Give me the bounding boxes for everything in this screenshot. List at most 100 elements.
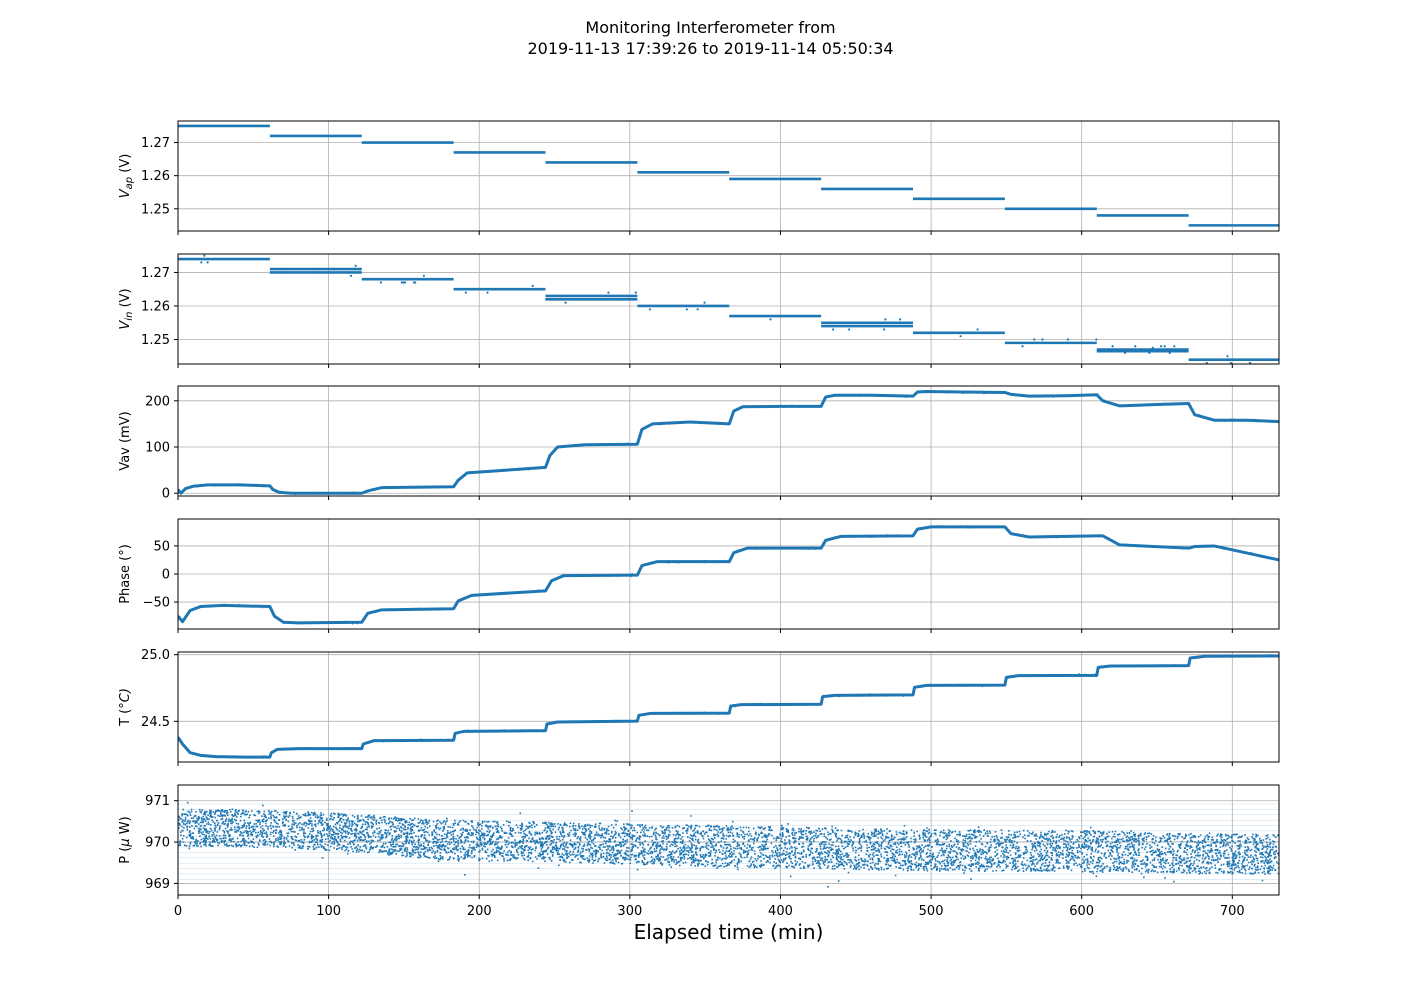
x-axis-label: Elapsed time (min)	[633, 920, 824, 944]
subplot-5: 24.5 25.0 T (°C)	[118, 648, 1280, 766]
scatter-points	[178, 801, 1279, 888]
series-1	[178, 124, 1279, 227]
y-tick-label: 1.26	[141, 169, 170, 184]
data-point	[206, 261, 209, 264]
data-point	[1148, 351, 1151, 355]
y-axis-label: Vap (V)	[118, 154, 135, 199]
y-axis-label: Vin (V)	[118, 288, 135, 329]
y-axis-label: Vav (mV)	[118, 411, 133, 470]
series-points	[178, 654, 1279, 759]
data-point	[1163, 345, 1166, 348]
series-4	[178, 525, 1279, 625]
axes-frame	[177, 651, 1280, 763]
data-point	[403, 281, 407, 284]
series-line	[178, 390, 1279, 495]
data-point	[1173, 345, 1176, 348]
x-tick-label: 200	[467, 904, 492, 919]
data-point	[879, 321, 882, 324]
y-tick-label: 0	[162, 568, 170, 583]
x-tick-label: 0	[174, 904, 182, 919]
data-point	[1111, 345, 1114, 348]
y-tick-label: 0	[162, 487, 170, 502]
x-tick-label: 400	[768, 904, 793, 919]
data-point	[769, 318, 772, 321]
data-point	[1168, 351, 1171, 355]
data-point	[464, 291, 467, 294]
data-point	[1021, 345, 1024, 348]
data-point	[545, 298, 548, 301]
y-tick-label: 970	[145, 836, 170, 851]
y-axis-label: T (°C)	[118, 688, 133, 727]
y-tick-label: 1.27	[141, 266, 170, 281]
data-point	[976, 328, 979, 331]
x-tick-label: 700	[1220, 904, 1245, 919]
y-tick-label: 24.5	[141, 715, 170, 730]
data-point	[566, 294, 570, 298]
subplot-1: 1.25 1.26 1.27 Vap (V)	[118, 120, 1280, 235]
chart-title-line-1: Monitoring Interferometer from	[585, 18, 836, 37]
data-point	[846, 321, 850, 324]
data-point	[1226, 355, 1229, 358]
y-tick-label: 200	[145, 394, 170, 409]
y-tick-label: 100	[145, 441, 170, 456]
data-point	[414, 281, 417, 284]
y-tick-label: 1.26	[141, 299, 170, 314]
data-point	[959, 335, 962, 338]
data-point	[1123, 351, 1127, 355]
subplot-4: −50 0 50 Phase (°)	[118, 518, 1280, 633]
y-tick-label: 969	[145, 877, 170, 892]
data-point	[354, 264, 357, 267]
axes-frame	[177, 784, 1280, 896]
data-point	[531, 284, 534, 287]
data-point	[1248, 361, 1252, 364]
data-point	[696, 308, 699, 311]
y-tick-label: −50	[143, 596, 170, 611]
data-point	[1159, 345, 1163, 348]
data-point	[553, 298, 556, 301]
data-point	[832, 328, 835, 331]
data-point	[828, 325, 831, 328]
data-point	[1151, 346, 1154, 350]
data-point	[685, 308, 688, 311]
data-point	[1041, 338, 1044, 341]
data-point	[1229, 361, 1232, 364]
data-point	[564, 301, 567, 304]
y-tick-label: 50	[153, 539, 170, 554]
data-point	[1066, 338, 1069, 341]
subplot-3: 0 100 200 Vav (mV)	[118, 385, 1280, 502]
data-point	[634, 291, 637, 294]
y-axis-label: P (μ W)	[118, 816, 133, 863]
series-5	[178, 654, 1279, 759]
x-tick-label: 600	[1069, 904, 1094, 919]
data-point	[848, 328, 851, 331]
series-points	[180, 525, 1279, 625]
data-point	[607, 291, 610, 294]
data-point	[553, 294, 556, 298]
y-tick-label: 1.25	[141, 333, 170, 348]
data-point	[579, 298, 582, 301]
data-point	[883, 328, 886, 331]
data-point	[200, 261, 203, 264]
data-point	[1205, 361, 1208, 364]
data-point	[318, 271, 321, 274]
x-tick-label: 500	[919, 904, 944, 919]
y-tick-label: 1.25	[141, 202, 170, 217]
x-tick-label: 100	[316, 904, 341, 919]
data-point	[1095, 338, 1098, 341]
y-tick-label: 25.0	[141, 648, 170, 663]
data-point	[203, 254, 206, 257]
data-point	[486, 291, 489, 294]
series-points	[181, 390, 1278, 496]
data-point	[379, 281, 383, 284]
data-point	[1134, 345, 1137, 348]
data-point	[648, 308, 651, 311]
data-point	[608, 294, 611, 298]
data-point	[402, 281, 405, 284]
data-point	[703, 301, 706, 304]
series-3	[178, 390, 1279, 496]
data-point	[349, 274, 353, 277]
series-line	[178, 654, 1279, 759]
subplot-6: 0 100 200 300 400 500 600 700 969 970 971 P (μ W)	[118, 784, 1280, 919]
